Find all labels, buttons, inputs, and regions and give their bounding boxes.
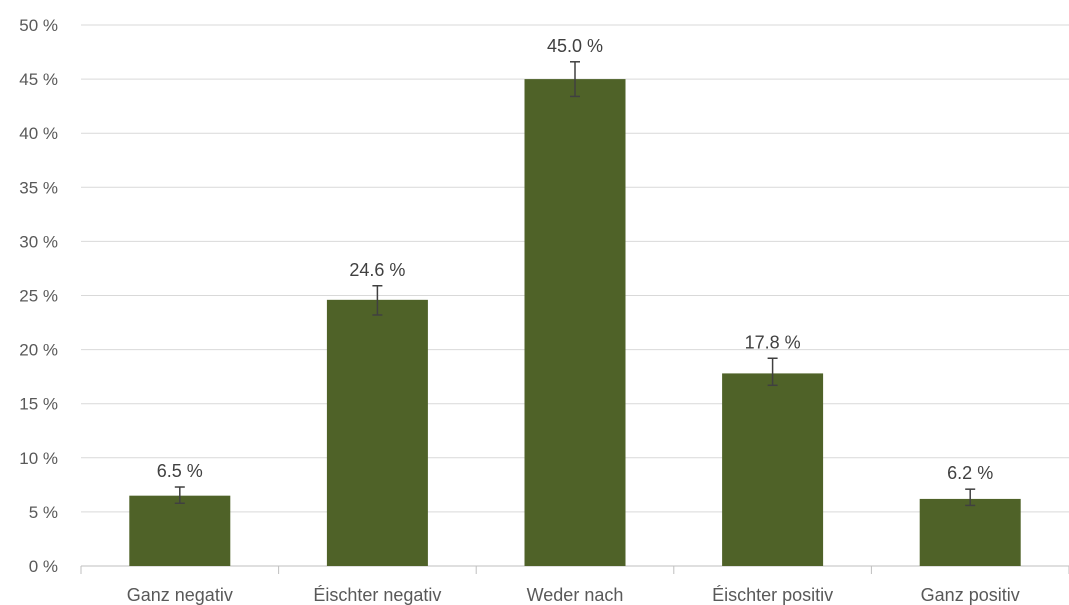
error-bar (372, 285, 383, 316)
error-bar (965, 488, 976, 507)
bar-2 (326, 299, 428, 566)
y-tick-label: 0 % (29, 557, 58, 576)
error-bar (570, 61, 580, 98)
bar-1 (129, 495, 231, 566)
data-label: 45.0 % (547, 36, 603, 56)
bar-5 (919, 498, 1021, 566)
y-tick-label: 25 % (19, 287, 58, 306)
y-tick-label: 20 % (19, 341, 58, 360)
data-label: 6.5 % (157, 461, 203, 481)
x-category-label: Ganz negativ (127, 585, 233, 605)
x-category-label: Weder nach (527, 585, 624, 605)
bar-4 (722, 373, 824, 566)
y-tick-label: 10 % (19, 449, 58, 468)
error-bar (767, 357, 778, 387)
bar-3 (524, 79, 626, 566)
error-bar (174, 486, 185, 504)
x-category-label: Éischter positiv (712, 585, 833, 605)
y-tick-label: 15 % (19, 395, 58, 414)
data-label: 6.2 % (947, 463, 993, 483)
y-tick-label: 30 % (19, 232, 58, 251)
y-tick-label: 45 % (19, 70, 58, 89)
y-tick-label: 35 % (19, 178, 58, 197)
data-label: 17.8 % (745, 332, 801, 352)
y-tick-label: 5 % (29, 503, 58, 522)
y-tick-label: 40 % (19, 124, 58, 143)
data-label: 24.6 % (349, 260, 405, 280)
x-category-label: Ganz positiv (921, 585, 1020, 605)
y-tick-label: 50 % (19, 16, 58, 35)
x-category-label: Éischter negativ (313, 585, 441, 605)
